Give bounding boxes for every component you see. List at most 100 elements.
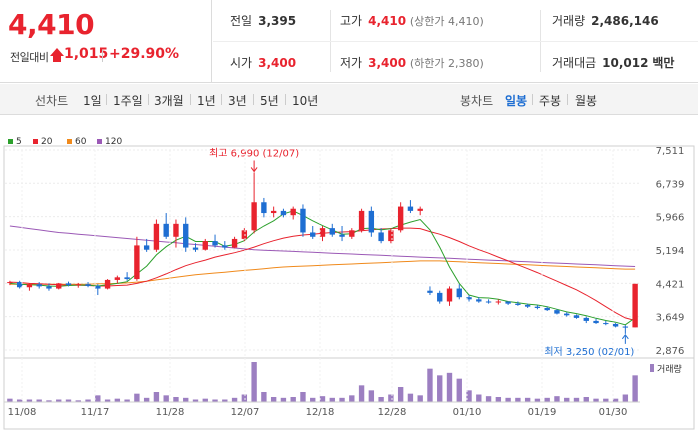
volume-bar <box>339 397 345 402</box>
volume-bar <box>603 398 609 402</box>
volume-bar <box>173 397 179 402</box>
y-tick-label: 2,876 <box>656 346 685 357</box>
candle-body <box>603 323 609 325</box>
candle-body <box>612 323 619 327</box>
candle-body <box>319 228 326 237</box>
x-tick-label: 01/10 <box>453 407 482 418</box>
candle-body <box>134 245 140 280</box>
candle-body <box>573 315 580 318</box>
candle-body <box>339 234 345 237</box>
candle-body <box>515 303 521 305</box>
candle-body <box>446 288 453 302</box>
volume-bar <box>573 397 580 402</box>
high-annotation: 최고 6,990 (12/07) <box>209 147 299 159</box>
candle-body <box>153 223 160 250</box>
volume-bar <box>329 397 335 402</box>
candle-body <box>358 210 365 231</box>
volume-bar <box>358 385 365 402</box>
period-3y[interactable]: 3년 <box>228 94 247 108</box>
candle-body <box>75 284 81 286</box>
candle-body <box>397 206 404 231</box>
volume-bar <box>388 394 394 402</box>
volume-bar <box>564 397 570 402</box>
candle-chart-label: 봉차트 <box>460 94 494 108</box>
candle-body <box>163 223 169 237</box>
volume-bar <box>36 399 42 402</box>
period-1w[interactable]: 1주일 <box>113 94 143 108</box>
volume-bar <box>26 399 33 402</box>
candle-body <box>427 290 433 293</box>
volume-bar <box>437 375 443 402</box>
x-tick-label: 12/07 <box>231 407 260 418</box>
period-3m[interactable]: 3개월 <box>154 94 184 108</box>
high-arrowhead-icon <box>250 167 258 173</box>
candle-body <box>104 279 111 289</box>
volume-bar <box>202 398 208 402</box>
volume-bar <box>319 396 326 402</box>
period-1d[interactable]: 1일 <box>83 94 102 108</box>
legend-item-ma5[interactable]: 5 <box>8 137 22 147</box>
candle-body <box>212 241 218 246</box>
candle-body <box>202 241 208 250</box>
volume-bar <box>349 395 355 402</box>
low-arrowhead-icon <box>621 334 629 340</box>
candle-body <box>534 306 541 308</box>
candle-monthly[interactable]: 월봉 <box>575 94 598 108</box>
volume-bar <box>397 387 404 402</box>
candle-body <box>349 230 355 237</box>
volume-bar <box>300 392 306 402</box>
legend-item-ma20[interactable]: 20 <box>33 137 52 147</box>
trade-amount: 거래대금 10,012 백만 <box>552 56 675 70</box>
volume-bar <box>378 397 384 402</box>
volume-bar <box>495 397 502 402</box>
candle-body <box>310 232 316 237</box>
change-label: 전일대비 <box>10 51 49 64</box>
up-arrow-icon-base <box>53 56 61 62</box>
period-1y[interactable]: 1년 <box>197 94 216 108</box>
price-box: 4,410 전일대비 1,015 +29.90% <box>0 0 212 83</box>
volume-bar <box>534 398 541 402</box>
legend-item-ma120[interactable]: 120 <box>97 137 122 147</box>
x-tick-label: 01/30 <box>599 407 628 418</box>
candle-body <box>251 202 257 231</box>
volume-bar <box>466 390 472 402</box>
legend-item-ma60[interactable]: 60 <box>67 137 86 147</box>
candle-body <box>368 210 375 233</box>
candle-body <box>476 299 482 302</box>
candle-weekly[interactable]: 주봉 <box>539 94 562 108</box>
candle-body <box>583 317 589 321</box>
price-chart: 7,511 6,739 5,966 5,194 4,421 3,649 2,876 최고 6,… <box>3 145 695 430</box>
volume-bar <box>261 392 267 402</box>
x-tick-label: 11/28 <box>156 407 185 418</box>
candle-body <box>417 208 423 211</box>
candle-body <box>261 202 267 214</box>
candle-body <box>564 313 570 316</box>
volume-bar <box>485 396 492 402</box>
volume-bar <box>212 399 218 402</box>
candle-body <box>524 304 531 307</box>
candle-body <box>26 284 33 288</box>
chart-toolbar: 선차트 1일 1주일 3개월 1년 3년 5년 10년 봉차트 일봉 주봉 월봉 <box>0 84 698 115</box>
volume-bar <box>270 397 277 402</box>
y-tick-label: 5,194 <box>656 246 685 257</box>
volume-bar <box>104 399 111 402</box>
quote-header: 4,410 전일대비 1,015 +29.90% 전일 3,395 시가 3,400… <box>0 0 698 83</box>
volume-bar <box>280 397 287 402</box>
period-10y[interactable]: 10년 <box>292 94 319 108</box>
candle-body <box>505 301 511 304</box>
volume-bar <box>456 378 462 402</box>
open-price: 시가 3,400 <box>230 56 297 70</box>
volume-bar <box>427 368 433 402</box>
period-5y[interactable]: 5년 <box>260 94 279 108</box>
volume-bar <box>446 372 453 402</box>
candle-body <box>36 284 42 287</box>
candle-body <box>466 297 472 300</box>
x-tick-label: 12/18 <box>306 407 335 418</box>
volume-bar <box>251 362 257 402</box>
ma5-line <box>9 210 636 326</box>
candle-daily[interactable]: 일봉 <box>505 94 528 108</box>
candle-body <box>95 285 101 289</box>
candle-body <box>388 230 394 242</box>
low-annotation: 최저 3,250 (02/01) <box>544 346 634 358</box>
y-tick-label: 5,966 <box>656 213 685 224</box>
